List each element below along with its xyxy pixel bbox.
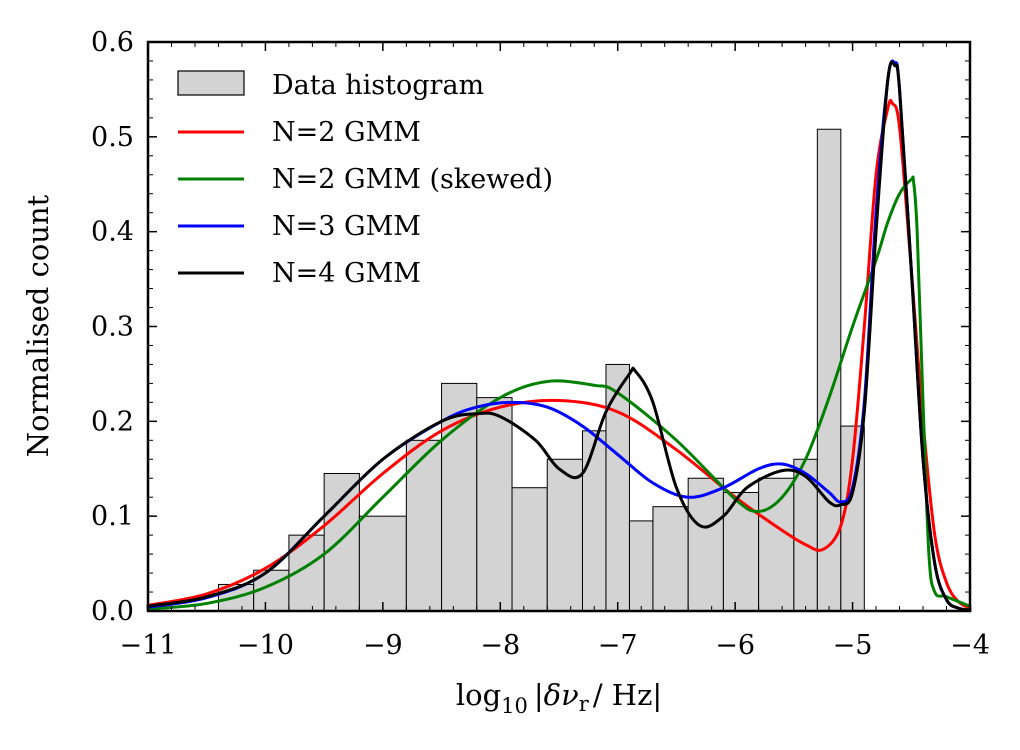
y-tick-label: 0.2 bbox=[91, 406, 134, 437]
plot-frame bbox=[146, 40, 972, 613]
legend-label-3: N=3 GMM bbox=[272, 211, 421, 242]
x-axis-label: log10 |δνr / Hz| bbox=[456, 678, 662, 718]
x-tick-label: −4 bbox=[950, 630, 990, 661]
histogram-bar bbox=[605, 363, 630, 612]
y-tick-label: 0.4 bbox=[91, 217, 134, 248]
histogram-bar bbox=[581, 430, 607, 612]
histogram-bar bbox=[758, 477, 795, 612]
legend-label-histogram: Data histogram bbox=[272, 70, 484, 101]
y-tick-label: 0.6 bbox=[91, 27, 134, 58]
histogram bbox=[217, 128, 865, 612]
series-lines bbox=[146, 59, 972, 612]
series-line-1 bbox=[146, 98, 972, 610]
x-tick-label: −9 bbox=[363, 630, 403, 661]
histogram-bar bbox=[793, 458, 818, 612]
legend: Data histogram N=2 GMM N=2 GMM (skewed) N=3… bbox=[177, 70, 553, 289]
y-tick-label: 0.0 bbox=[91, 596, 134, 627]
histogram-bar bbox=[511, 487, 548, 612]
histogram-bar bbox=[652, 506, 689, 612]
x-tick-label: −7 bbox=[598, 630, 638, 661]
legend-label-4: N=4 GMM bbox=[272, 258, 421, 289]
y-tick-label: 0.3 bbox=[91, 312, 134, 343]
y-tick-label: 0.1 bbox=[91, 501, 134, 532]
legend-label-2: N=2 GMM (skewed) bbox=[272, 164, 553, 195]
x-tick-label: −10 bbox=[237, 630, 294, 661]
histogram-bar bbox=[546, 458, 583, 612]
y-axis-label: Normalised count bbox=[21, 194, 55, 457]
y-tick-label: 0.5 bbox=[91, 122, 134, 153]
series-line-2 bbox=[146, 175, 972, 611]
histogram-bar bbox=[358, 515, 407, 612]
x-tick-label: −6 bbox=[715, 630, 755, 661]
histogram-bar bbox=[323, 472, 360, 612]
x-tick-label: −11 bbox=[120, 630, 177, 661]
x-tick-label: −8 bbox=[480, 630, 520, 661]
legend-label-1: N=2 GMM bbox=[272, 117, 421, 148]
histogram-bar bbox=[405, 439, 443, 612]
axis-ticks: −11 −10 −9 −8 −7 −6 −5 −4 0.0 0.1 0.2 0.3 0.4 0.5 0.6 bbox=[91, 27, 990, 661]
series-line-4 bbox=[146, 60, 972, 612]
histogram-bar bbox=[628, 520, 654, 612]
legend-swatch-histogram bbox=[177, 70, 245, 96]
histogram-bar bbox=[476, 397, 513, 612]
x-tick-label: −5 bbox=[833, 630, 873, 661]
